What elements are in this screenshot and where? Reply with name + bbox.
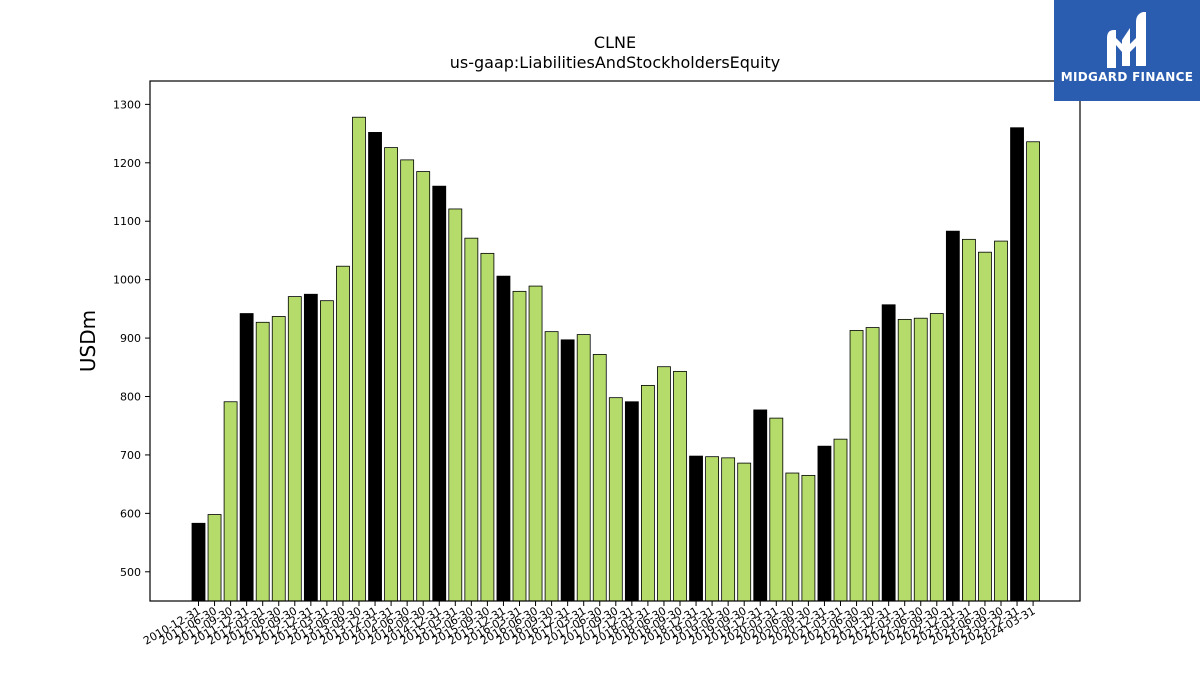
bar-2017-09-30 (624, 401, 639, 602)
bar-2014-03-31 (400, 159, 415, 602)
bar-2017-06-30 (608, 397, 623, 602)
bar-2013-09-30 (368, 132, 382, 602)
bar-2017-12-31 (641, 384, 655, 602)
bar-2020-06-30 (801, 474, 816, 602)
bar-2016-12-31 (576, 334, 591, 602)
y-tick-label: 600 (120, 507, 141, 520)
bar-2012-03-31 (271, 316, 286, 602)
y-tick-label: 1200 (113, 157, 141, 170)
bar-2022-06-30 (929, 313, 944, 602)
bar-2015-12-31 (512, 290, 527, 602)
y-tick-label: 1300 (113, 98, 141, 111)
bar-2016-09-30 (560, 339, 575, 602)
bar-2020-09-30 (817, 445, 832, 602)
bar-2019-09-30 (753, 409, 768, 602)
bar-2019-06-30 (737, 462, 752, 602)
bar-2013-12-31 (384, 147, 399, 602)
bar-2016-03-31 (528, 285, 543, 602)
bar-2023-09-30 (1010, 127, 1024, 602)
y-axis-label: USDm (76, 310, 100, 372)
chart-title: CLNE (594, 33, 636, 52)
bar-2022-09-30 (945, 230, 960, 602)
bar-2022-03-31 (913, 317, 928, 602)
bar-2012-06-30 (287, 296, 302, 602)
y-axis: 500 600 700 800 900 1000 1100 1200 1300 (113, 98, 150, 579)
bar-2018-09-30 (689, 455, 703, 602)
bar-2014-09-30 (432, 185, 447, 602)
bar-2018-06-30 (673, 370, 687, 602)
bar-2012-09-30 (303, 293, 318, 602)
y-tick-label: 800 (120, 391, 141, 404)
bar-2015-09-30 (496, 275, 511, 602)
bar-2019-03-31 (721, 457, 736, 602)
bar-2021-06-30 (865, 327, 880, 602)
bar-2023-06-30 (994, 240, 1008, 602)
y-tick-label: 1100 (113, 215, 141, 228)
bar-2016-06-30 (544, 331, 559, 602)
x-axis: 2010-12-312011-06-302011-09-302011-12-31… (141, 601, 1038, 648)
bar-2011-09-30 (239, 313, 254, 602)
bar-2011-12-31 (255, 321, 270, 602)
bar-2019-12-31 (769, 417, 784, 602)
bar-2020-12-31 (833, 438, 848, 602)
bars-group (191, 116, 1040, 602)
bar-2014-12-31 (448, 208, 463, 602)
bar-2015-03-31 (464, 237, 479, 602)
bar-2017-03-31 (592, 354, 607, 602)
y-tick-label: 500 (120, 566, 141, 579)
bar-2014-06-30 (416, 171, 431, 602)
bar-2010-12-31 (191, 522, 206, 602)
y-tick-label: 1000 (113, 274, 141, 287)
midgard-finance-logo: MIDGARD FINANCE (1054, 0, 1200, 101)
bar-2022-12-31 (962, 238, 976, 602)
plot-frame (149, 80, 1081, 602)
bar-2012-12-31 (319, 300, 334, 602)
bar-2013-03-31 (336, 265, 350, 602)
bar-2021-12-31 (897, 318, 912, 602)
bar-2018-12-31 (705, 456, 719, 602)
bar-2020-03-31 (785, 472, 800, 602)
bar-2023-12-31 (1026, 141, 1040, 602)
bar-2013-06-30 (352, 116, 366, 602)
chart-subtitle: us-gaap:LiabilitiesAndStockholdersEquity (450, 53, 781, 72)
bar-2018-03-31 (657, 366, 671, 602)
logo-text: MIDGARD FINANCE (1061, 70, 1193, 84)
bar-2021-03-31 (849, 330, 864, 602)
bar-2021-09-30 (881, 304, 896, 602)
bar-2023-03-31 (978, 251, 992, 602)
bar-2011-03-31 (207, 514, 222, 602)
y-tick-label: 700 (120, 449, 141, 462)
bar-2015-06-30 (480, 252, 495, 602)
y-tick-label: 900 (120, 332, 141, 345)
bar-2011-06-30 (223, 401, 238, 602)
logo-mark-icon (1107, 12, 1146, 68)
